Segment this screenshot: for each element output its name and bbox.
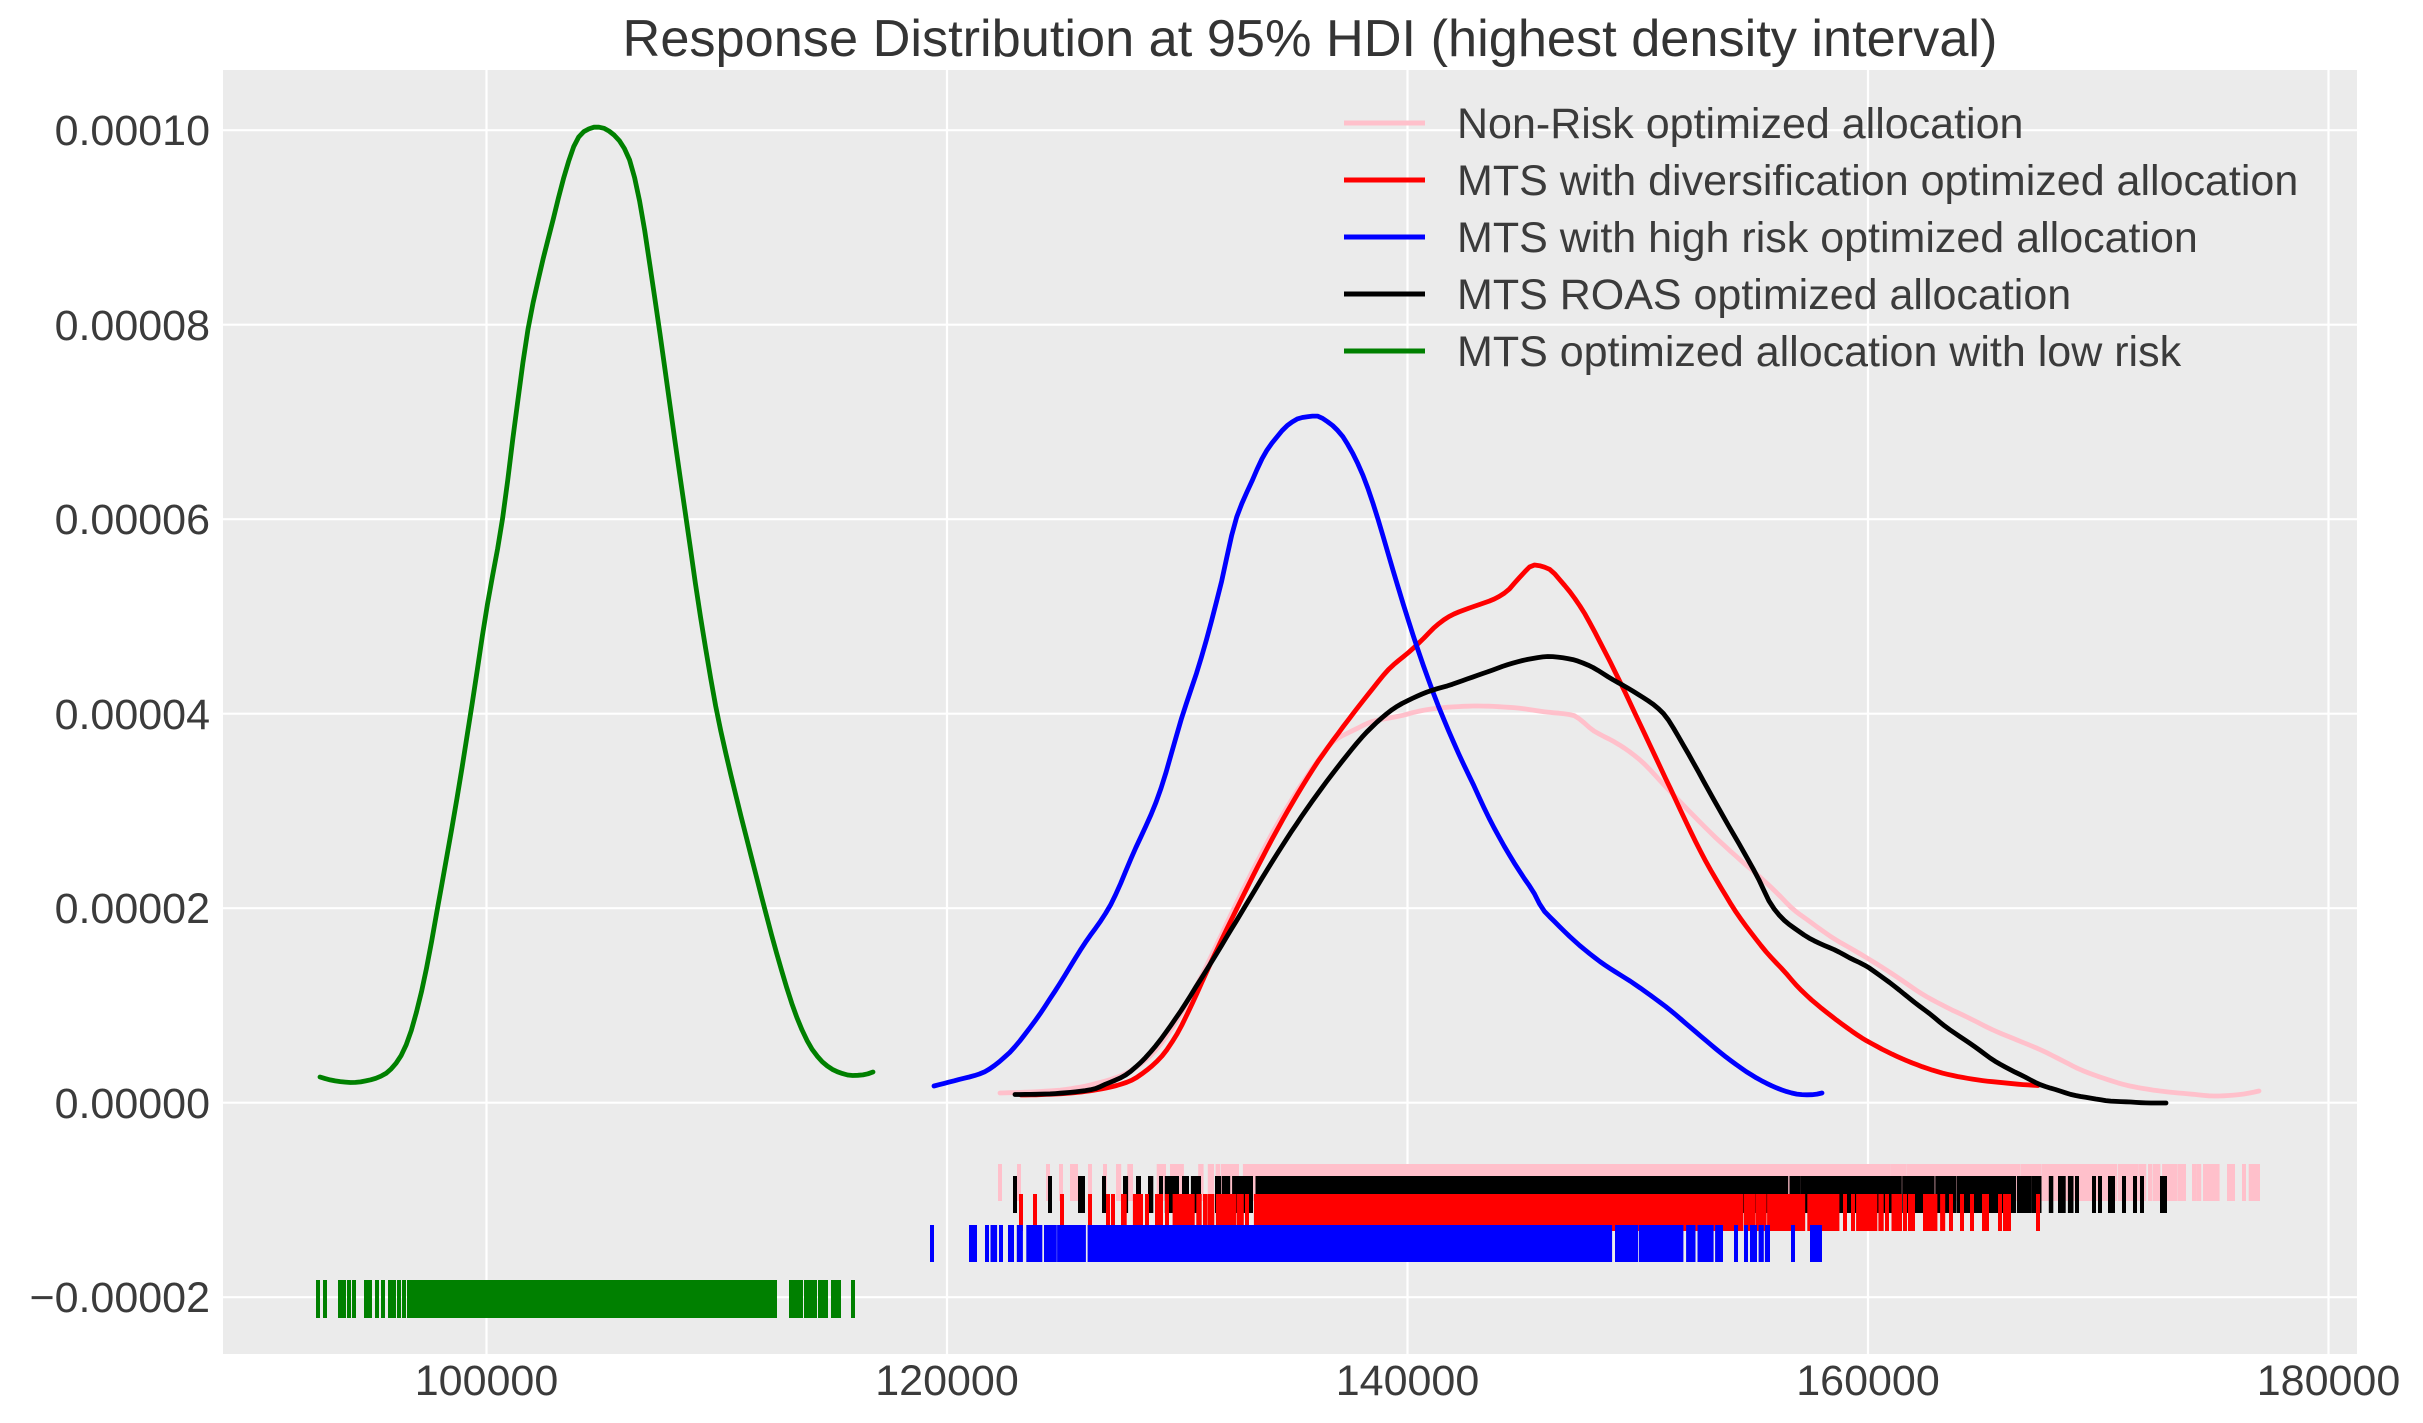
svg-text:−0.00002: −0.00002 [29, 1274, 210, 1322]
svg-text:160000: 160000 [1796, 1357, 1940, 1405]
svg-text:0.00010: 0.00010 [55, 107, 210, 155]
svg-text:Response Distribution at 95% H: Response Distribution at 95% HDI (highes… [623, 10, 1998, 68]
svg-text:100000: 100000 [415, 1357, 559, 1405]
svg-text:0.00006: 0.00006 [55, 496, 210, 544]
svg-text:Non-Risk optimized allocation: Non-Risk optimized allocation [1457, 100, 2023, 148]
svg-text:MTS ROAS optimized allocation: MTS ROAS optimized allocation [1457, 271, 2071, 319]
svg-text:MTS optimized allocation with: MTS optimized allocation with low risk [1457, 328, 2182, 376]
svg-text:MTS with high risk optimized a: MTS with high risk optimized allocation [1457, 214, 2198, 262]
svg-text:140000: 140000 [1336, 1357, 1480, 1405]
svg-text:0.00004: 0.00004 [55, 691, 210, 739]
svg-text:MTS with diversification optim: MTS with diversification optimized alloc… [1457, 157, 2298, 205]
svg-text:0.00002: 0.00002 [55, 885, 210, 933]
svg-text:120000: 120000 [875, 1357, 1019, 1405]
svg-text:180000: 180000 [2257, 1357, 2401, 1405]
svg-text:0.00008: 0.00008 [55, 302, 210, 350]
svg-text:0.00000: 0.00000 [55, 1080, 210, 1128]
